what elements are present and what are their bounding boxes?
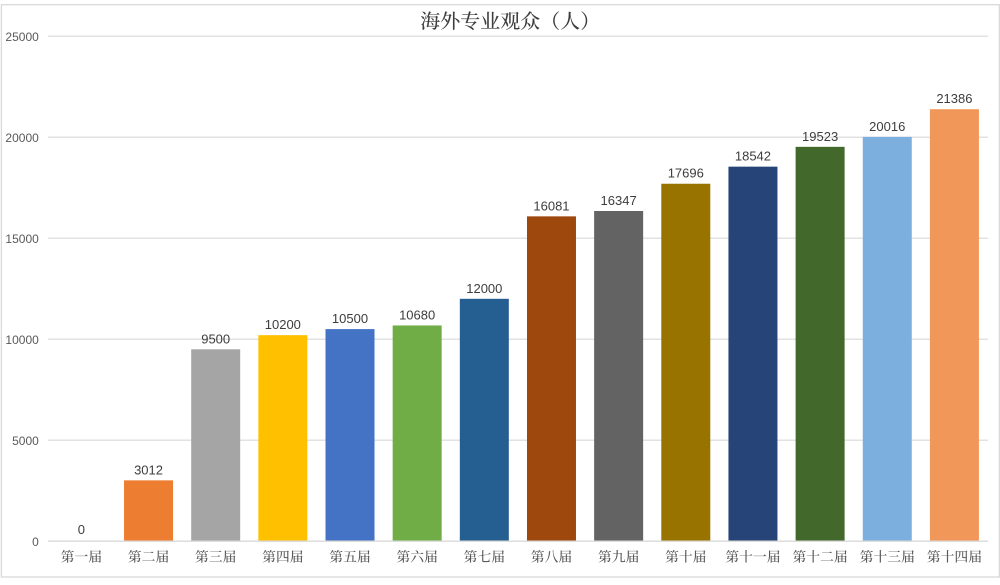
svg-text:16081: 16081 bbox=[533, 198, 569, 213]
svg-text:15000: 15000 bbox=[5, 232, 39, 246]
svg-text:21386: 21386 bbox=[936, 91, 972, 106]
svg-text:20000: 20000 bbox=[5, 131, 39, 145]
svg-text:0: 0 bbox=[32, 535, 39, 549]
svg-text:10000: 10000 bbox=[5, 333, 39, 347]
svg-text:18542: 18542 bbox=[735, 149, 771, 164]
svg-text:19523: 19523 bbox=[802, 129, 838, 144]
svg-text:10500: 10500 bbox=[332, 311, 368, 326]
svg-text:16347: 16347 bbox=[601, 193, 637, 208]
svg-text:3012: 3012 bbox=[134, 462, 163, 477]
svg-text:12000: 12000 bbox=[466, 281, 502, 296]
svg-text:0: 0 bbox=[78, 522, 85, 537]
svg-text:20016: 20016 bbox=[869, 119, 905, 134]
svg-text:9500: 9500 bbox=[201, 331, 230, 346]
svg-text:10680: 10680 bbox=[399, 307, 435, 322]
svg-text:5000: 5000 bbox=[12, 434, 39, 448]
svg-text:10200: 10200 bbox=[265, 317, 301, 332]
svg-text:25000: 25000 bbox=[5, 30, 39, 44]
svg-text:17696: 17696 bbox=[668, 166, 704, 181]
